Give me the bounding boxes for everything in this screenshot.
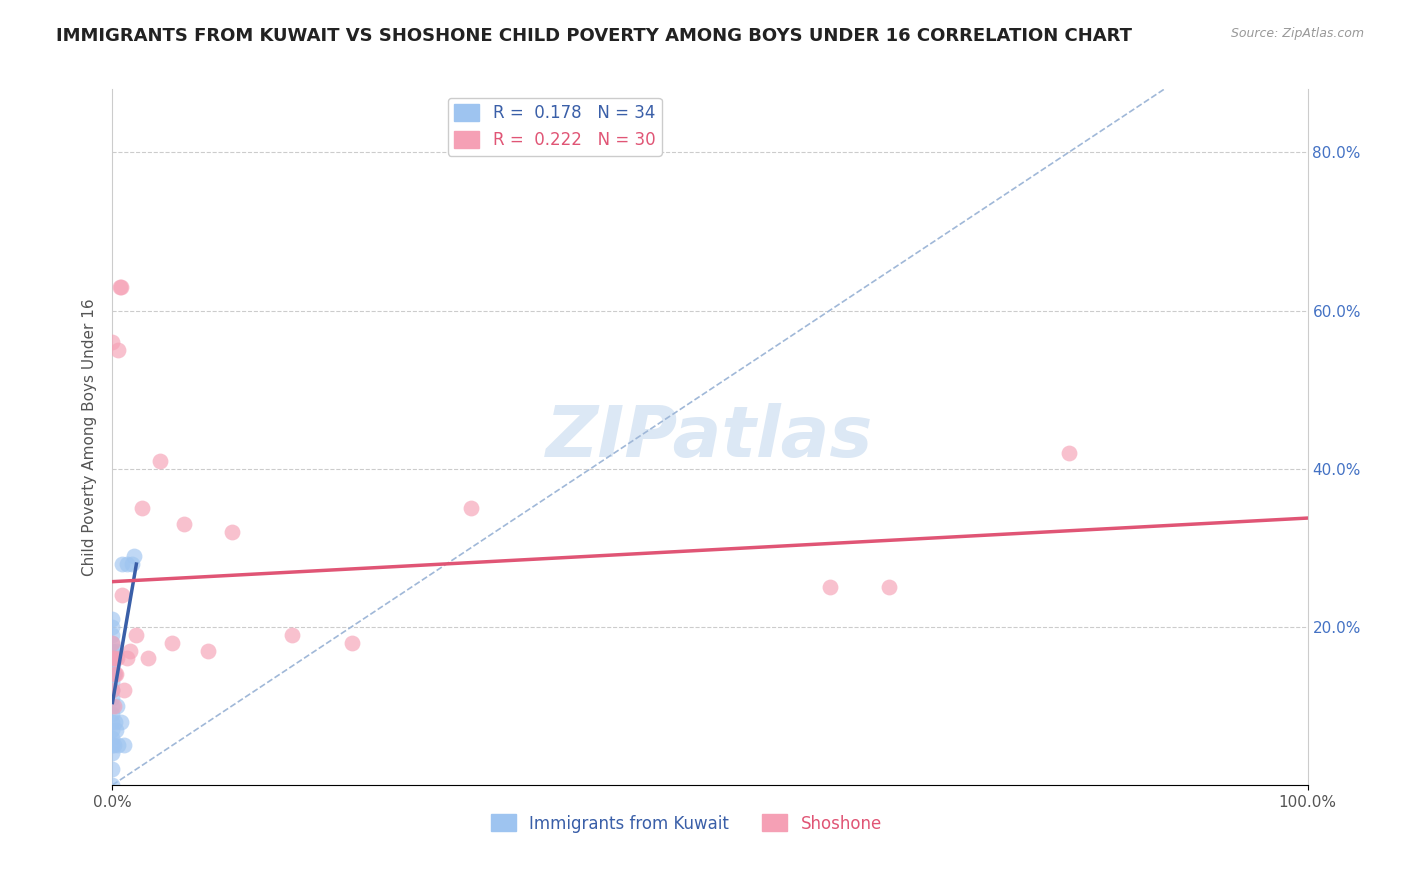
Point xyxy=(101,659,124,673)
Point xyxy=(101,620,124,634)
Point xyxy=(101,651,124,665)
Point xyxy=(110,280,132,294)
Text: ZIPatlas: ZIPatlas xyxy=(547,402,873,472)
Point xyxy=(131,501,153,516)
Point xyxy=(221,524,243,539)
Point xyxy=(101,747,124,761)
Point xyxy=(101,690,124,705)
Point xyxy=(111,557,134,571)
Point xyxy=(110,714,132,729)
Point xyxy=(1057,446,1080,460)
Point xyxy=(114,683,135,698)
Point xyxy=(111,588,134,602)
Point xyxy=(101,612,124,626)
Point xyxy=(107,739,129,753)
Point xyxy=(104,651,127,665)
Text: IMMIGRANTS FROM KUWAIT VS SHOSHONE CHILD POVERTY AMONG BOYS UNDER 16 CORRELATION: IMMIGRANTS FROM KUWAIT VS SHOSHONE CHILD… xyxy=(56,27,1132,45)
Point xyxy=(101,675,124,690)
Point xyxy=(114,739,135,753)
Point xyxy=(108,280,131,294)
Point xyxy=(105,698,128,713)
Point xyxy=(281,628,304,642)
Point xyxy=(103,739,125,753)
Point xyxy=(101,643,124,657)
Point xyxy=(121,557,143,571)
Point xyxy=(101,667,124,681)
Point xyxy=(103,651,125,665)
Point xyxy=(101,683,124,698)
Text: Source: ZipAtlas.com: Source: ZipAtlas.com xyxy=(1230,27,1364,40)
Point xyxy=(101,714,124,729)
Point xyxy=(460,501,482,516)
Point xyxy=(105,651,128,665)
Point xyxy=(115,557,138,571)
Point xyxy=(879,580,901,594)
Point xyxy=(149,454,172,468)
Point xyxy=(101,723,124,737)
Point xyxy=(101,778,124,792)
Point xyxy=(101,628,124,642)
Point xyxy=(101,731,124,745)
Point xyxy=(101,698,124,713)
Point xyxy=(818,580,841,594)
Point xyxy=(105,723,128,737)
Point xyxy=(340,635,363,649)
Point xyxy=(103,698,125,713)
Point xyxy=(173,516,195,531)
Y-axis label: Child Poverty Among Boys Under 16: Child Poverty Among Boys Under 16 xyxy=(82,298,97,576)
Point xyxy=(103,667,125,681)
Point xyxy=(105,643,128,657)
Legend: Immigrants from Kuwait, Shoshone: Immigrants from Kuwait, Shoshone xyxy=(484,808,889,839)
Point xyxy=(101,651,124,665)
Point xyxy=(101,706,124,721)
Point xyxy=(125,628,148,642)
Point xyxy=(101,635,124,649)
Point xyxy=(120,643,142,657)
Point xyxy=(101,335,124,350)
Point xyxy=(101,635,124,649)
Point xyxy=(104,667,127,681)
Point xyxy=(101,739,124,753)
Point xyxy=(105,667,128,681)
Point xyxy=(101,762,124,776)
Point xyxy=(162,635,183,649)
Point xyxy=(104,714,127,729)
Point xyxy=(107,343,129,357)
Point xyxy=(115,651,138,665)
Point xyxy=(122,549,145,563)
Point xyxy=(197,643,219,657)
Point xyxy=(138,651,160,665)
Point xyxy=(101,683,124,698)
